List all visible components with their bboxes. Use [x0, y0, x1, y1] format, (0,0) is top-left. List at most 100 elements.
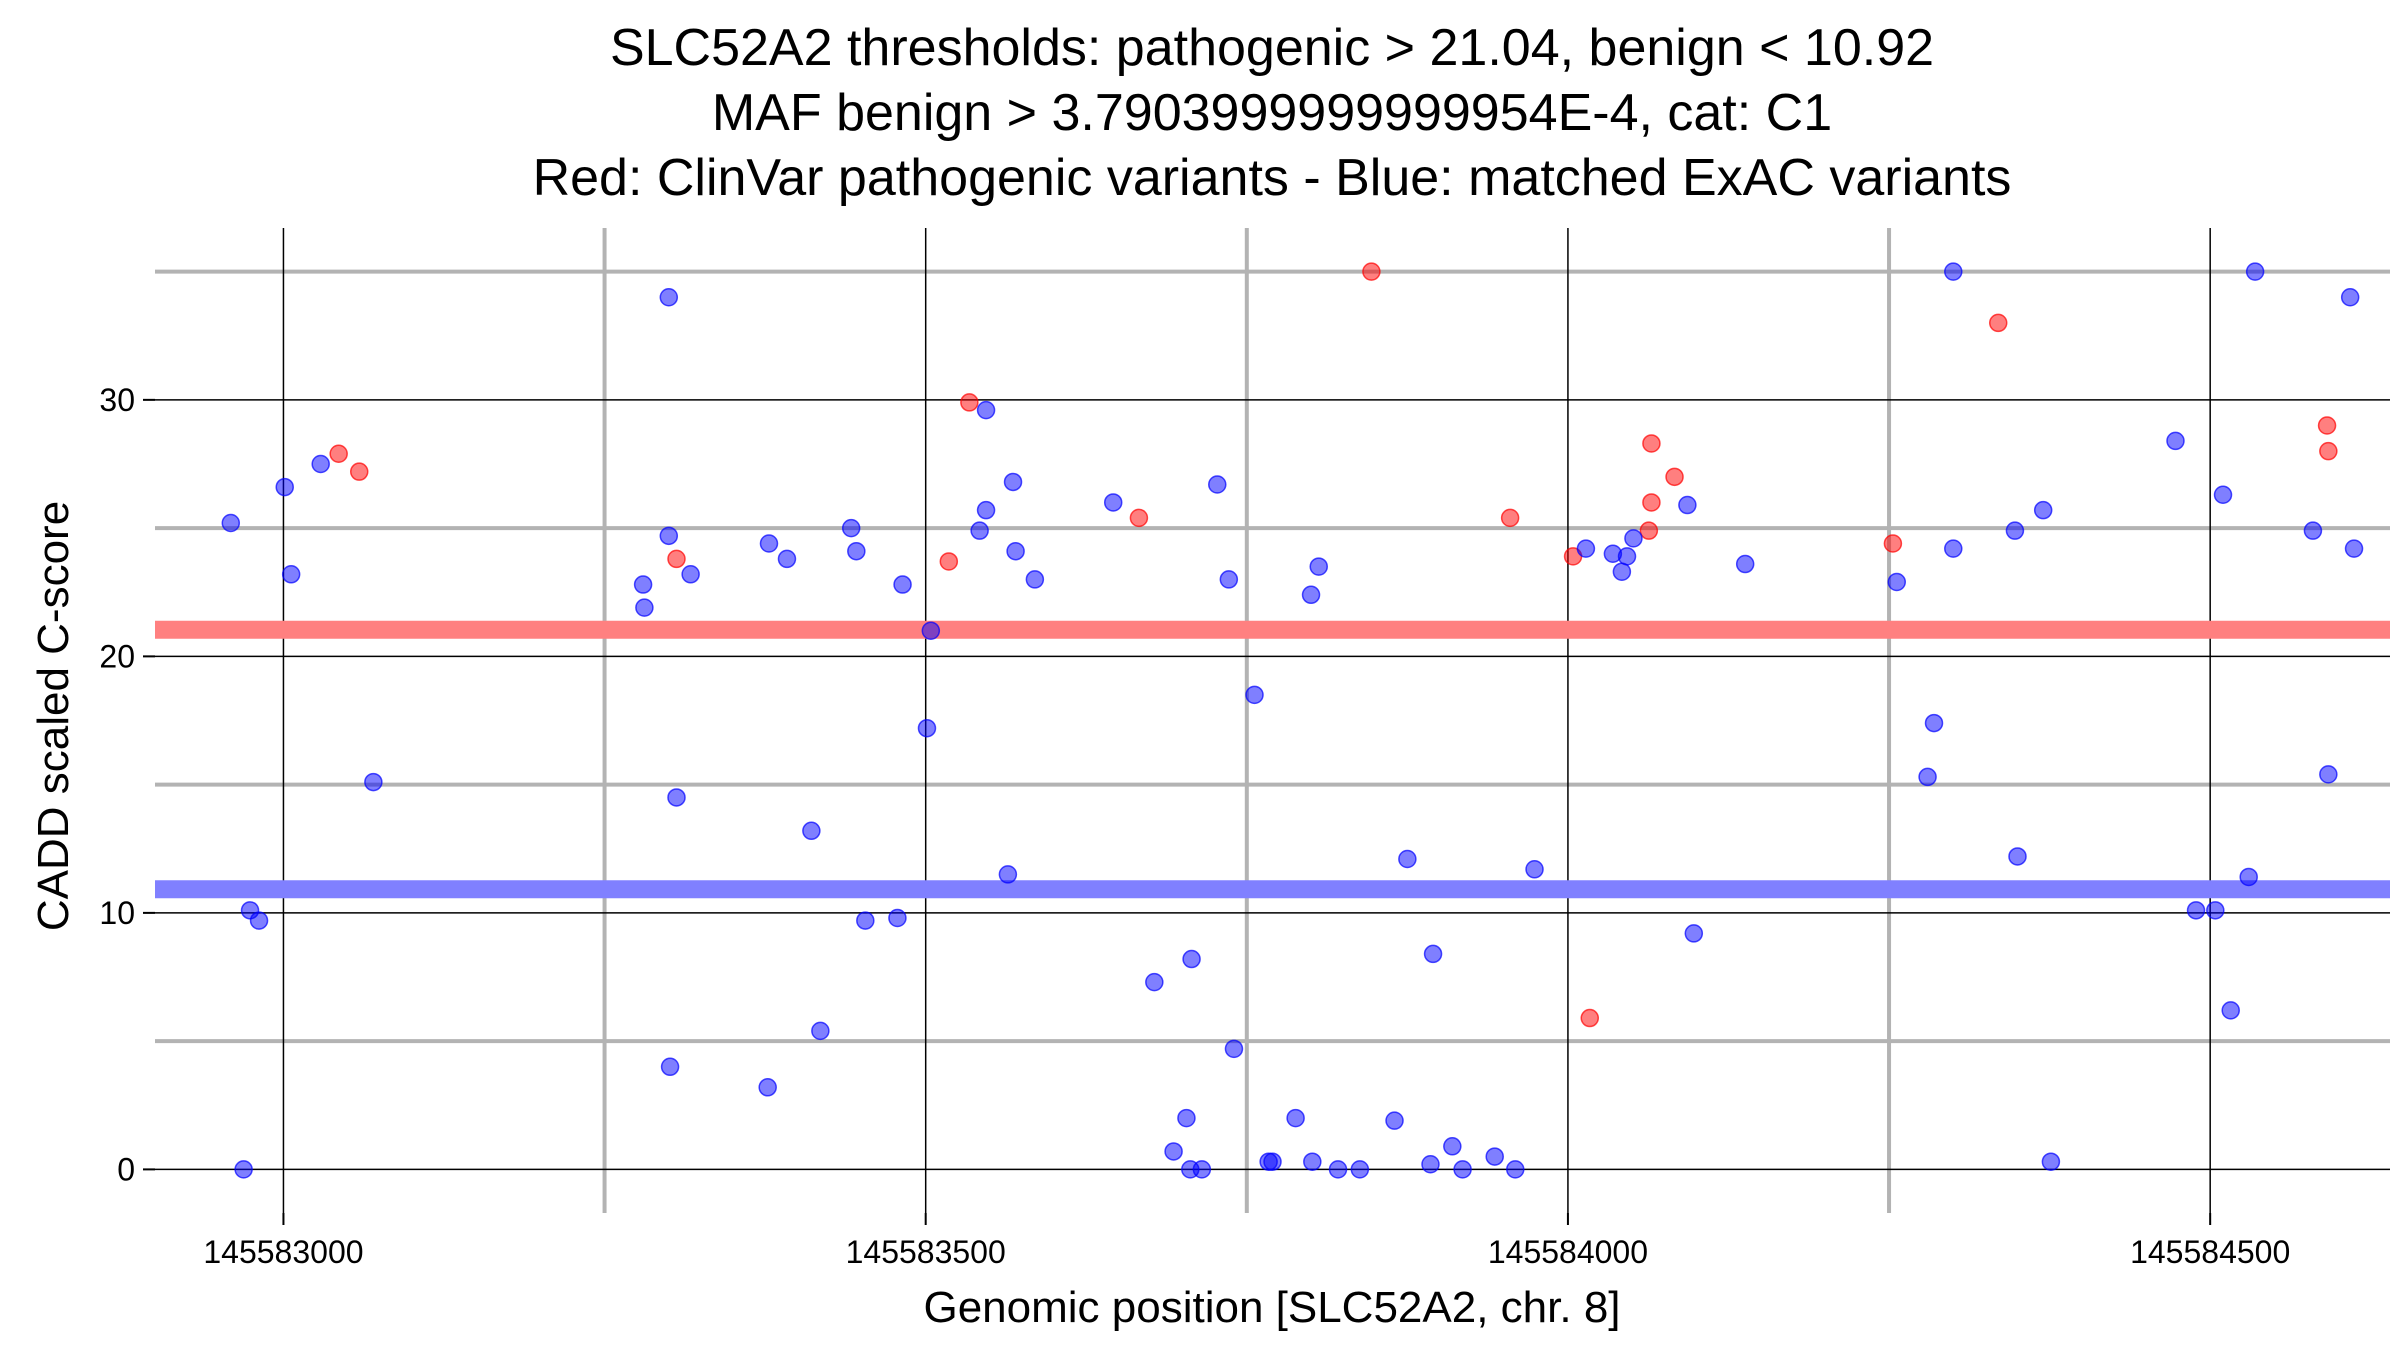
data-point — [1678, 495, 1697, 515]
data-point — [758, 1078, 777, 1097]
data-point — [281, 565, 301, 584]
data-point — [888, 908, 907, 928]
data-point — [667, 549, 686, 569]
data-point — [681, 565, 700, 584]
data-point — [635, 598, 654, 617]
y-tick-label: 20 — [99, 638, 135, 674]
data-point — [659, 526, 679, 546]
data-point — [1665, 467, 1684, 487]
data-point — [1617, 547, 1637, 566]
data-point — [1177, 1108, 1196, 1128]
data-point — [1301, 585, 1321, 605]
data-point — [1988, 313, 2008, 333]
data-point — [364, 772, 383, 792]
data-point — [1263, 1152, 1282, 1171]
data-point — [1145, 972, 1164, 992]
data-point — [1883, 534, 1903, 553]
data-point — [1525, 860, 1544, 879]
data-point — [1500, 508, 1520, 528]
data-point — [1924, 713, 1944, 733]
data-point — [1485, 1147, 1504, 1166]
data-point — [893, 575, 912, 594]
data-point — [275, 477, 294, 497]
data-point — [249, 911, 269, 930]
data-point — [2303, 521, 2323, 540]
data-point — [2033, 500, 2053, 520]
data-point — [1918, 767, 1937, 787]
data-points — [221, 262, 2364, 1179]
data-point — [1362, 262, 1381, 281]
data-point — [1624, 529, 1643, 548]
data-point — [1245, 685, 1264, 705]
data-point — [1944, 262, 1963, 281]
y-tick-label: 0 — [117, 1151, 135, 1187]
x-tick-label: 145583000 — [203, 1234, 363, 1270]
data-point — [976, 400, 996, 420]
y-tick-label: 10 — [99, 895, 135, 931]
data-point — [939, 552, 959, 571]
data-point — [667, 788, 686, 807]
data-point — [1219, 570, 1239, 589]
data-point — [660, 1057, 680, 1077]
data-point — [1182, 949, 1201, 969]
data-point — [1350, 1160, 1370, 1179]
chart-title-line-1: SLC52A2 thresholds: pathogenic > 21.04, … — [610, 19, 1934, 77]
data-point — [998, 865, 1018, 884]
data-point — [1944, 539, 1963, 558]
data-point — [2340, 288, 2360, 307]
y-axis-title: CADD scaled C-score — [29, 501, 78, 931]
data-point — [2344, 539, 2364, 558]
threshold-lines — [155, 620, 2390, 899]
data-point — [1385, 1111, 1404, 1130]
data-point — [1576, 539, 1596, 558]
data-point — [2008, 847, 2027, 866]
data-point — [311, 454, 330, 474]
data-point — [1443, 1137, 1462, 1156]
data-point — [1453, 1160, 1472, 1179]
data-point — [1735, 554, 1755, 574]
data-point — [2186, 901, 2206, 920]
data-point — [221, 513, 241, 533]
data-point — [917, 718, 937, 738]
x-axis-title: Genomic position [SLC52A2, chr. 8] — [923, 1283, 1620, 1332]
data-point — [1328, 1160, 1348, 1179]
data-point — [856, 911, 875, 930]
data-point — [2317, 416, 2337, 435]
x-tick-label: 145584500 — [2130, 1234, 2290, 1270]
data-point — [811, 1021, 830, 1041]
data-point — [960, 393, 979, 412]
data-point — [1506, 1160, 1525, 1179]
data-point — [1103, 493, 1123, 512]
data-point — [976, 500, 996, 520]
data-point — [1003, 472, 1023, 492]
data-point — [1398, 849, 1417, 869]
data-point — [1164, 1142, 1183, 1161]
data-point — [1025, 570, 1045, 589]
x-tick-label: 145584000 — [1488, 1234, 1648, 1270]
data-point — [2005, 521, 2025, 540]
data-point — [1303, 1152, 1322, 1171]
data-point — [1423, 944, 1443, 964]
x-tick-label: 145583500 — [846, 1234, 1006, 1270]
chart-title-line-2: MAF benign > 3.7903999999999954E-4, cat:… — [712, 84, 1832, 142]
data-point — [1224, 1039, 1244, 1059]
data-point — [2319, 441, 2338, 461]
data-point — [633, 575, 653, 594]
data-point — [2239, 867, 2258, 887]
data-point — [1642, 493, 1661, 512]
data-point — [1192, 1160, 1212, 1179]
data-point — [659, 288, 679, 307]
y-tick-label: 30 — [99, 382, 135, 418]
data-point — [2319, 765, 2338, 784]
data-point — [1208, 475, 1227, 494]
data-point — [1684, 924, 1704, 943]
data-point — [1612, 562, 1632, 581]
data-point — [349, 462, 369, 481]
data-point — [1006, 541, 1025, 561]
data-point — [329, 444, 348, 463]
data-point — [1286, 1108, 1305, 1128]
data-point — [1639, 521, 1659, 540]
data-point — [1580, 1008, 1600, 1028]
data-point — [2245, 262, 2265, 281]
